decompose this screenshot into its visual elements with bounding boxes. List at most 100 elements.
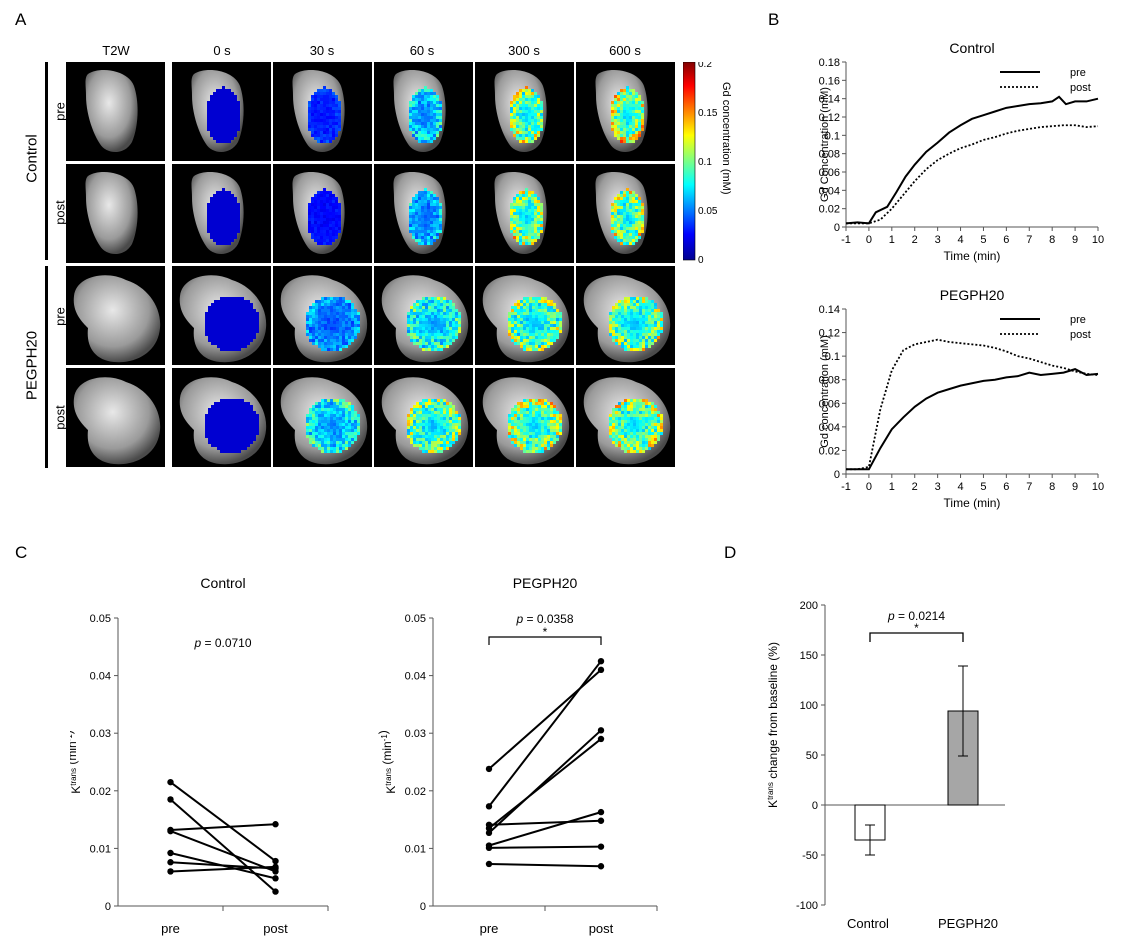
gd-pixel — [208, 330, 211, 333]
gd-pixel — [544, 414, 547, 417]
gd-pixel — [228, 227, 231, 230]
gd-pixel — [311, 236, 314, 239]
time-label: 60 s — [409, 43, 435, 58]
gd-pixel — [332, 92, 335, 95]
gd-pixel — [219, 116, 222, 119]
gd-pixel — [351, 306, 354, 309]
gd-pixel — [422, 321, 425, 324]
gd-pixel — [446, 414, 449, 417]
gd-pixel — [238, 342, 241, 345]
gd-pixel — [452, 435, 455, 438]
gd-pixel — [514, 414, 517, 417]
gd-pixel — [222, 221, 225, 224]
gd-pixel — [234, 215, 237, 218]
gd-pixel — [247, 411, 250, 414]
gd-pixel — [437, 327, 440, 330]
gd-pixel — [234, 197, 237, 200]
gd-pixel — [632, 239, 635, 242]
gd-pixel — [207, 116, 210, 119]
gd-pixel — [525, 95, 528, 98]
gd-pixel — [425, 423, 428, 426]
gd-pixel — [333, 438, 336, 441]
gd-pixel — [624, 312, 627, 315]
x-tick-label: 2 — [912, 234, 918, 246]
gd-pixel — [452, 411, 455, 414]
gd-pixel — [544, 441, 547, 444]
gd-pixel — [508, 435, 511, 438]
gd-pixel — [633, 321, 636, 324]
gd-pixel — [413, 342, 416, 345]
gd-pixel — [320, 89, 323, 92]
gd-pixel — [250, 336, 253, 339]
gd-pixel — [612, 321, 615, 324]
gd-pixel — [532, 438, 535, 441]
gd-pixel — [241, 411, 244, 414]
gd-pixel — [541, 330, 544, 333]
gd-pixel — [354, 429, 357, 432]
gd-pixel — [508, 330, 511, 333]
gd-pixel — [327, 333, 330, 336]
gd-pixel — [333, 402, 336, 405]
gd-pixel — [615, 432, 618, 435]
mri-image — [172, 368, 271, 467]
gd-pixel — [422, 402, 425, 405]
x-tick-label: 0 — [866, 481, 872, 493]
gd-pixel — [238, 318, 241, 321]
gd-pixel — [330, 348, 333, 351]
gd-pixel — [235, 303, 238, 306]
gd-pixel — [529, 321, 532, 324]
gd-pixel — [430, 206, 433, 209]
gd-pixel — [348, 306, 351, 309]
gd-pixel — [541, 408, 544, 411]
gd-pixel — [217, 405, 220, 408]
gd-pixel — [235, 336, 238, 339]
gd-pixel — [632, 200, 635, 203]
gd-pixel — [427, 194, 430, 197]
gd-pixel — [630, 423, 633, 426]
gd-pixel — [559, 429, 562, 432]
gd-pixel — [213, 113, 216, 116]
gd-pixel — [244, 318, 247, 321]
gd-pixel — [354, 309, 357, 312]
gd-pixel — [235, 417, 238, 420]
gd-pixel — [535, 303, 538, 306]
gd-pixel — [306, 333, 309, 336]
gd-pixel — [247, 339, 250, 342]
gd-pixel — [320, 191, 323, 194]
gd-pixel — [223, 432, 226, 435]
gd-pixel — [520, 405, 523, 408]
gd-pixel — [428, 435, 431, 438]
gd-pixel — [318, 420, 321, 423]
gd-pixel — [523, 450, 526, 453]
gd-pixel — [639, 318, 642, 321]
gd-pixel — [638, 104, 641, 107]
gd-pixel — [220, 312, 223, 315]
gd-pixel — [654, 405, 657, 408]
gd-pixel — [229, 408, 232, 411]
gd-pixel — [335, 128, 338, 131]
gd-pixel — [253, 309, 256, 312]
gd-pixel — [617, 134, 620, 137]
gd-pixel — [535, 330, 538, 333]
gd-pixel — [651, 414, 654, 417]
gd-pixel — [419, 432, 422, 435]
gd-pixel — [335, 197, 338, 200]
gd-pixel — [632, 227, 635, 230]
gd-pixel — [547, 423, 550, 426]
gd-pixel — [529, 324, 532, 327]
gd-pixel — [430, 140, 433, 143]
gd-pixel — [214, 405, 217, 408]
colorbar-tick: 0 — [698, 255, 704, 266]
gd-pixel — [419, 444, 422, 447]
gd-pixel — [525, 125, 528, 128]
gd-pixel — [547, 327, 550, 330]
gd-pixel — [516, 197, 519, 200]
gd-pixel — [416, 324, 419, 327]
pair-point-pre — [167, 778, 174, 786]
gd-pixel — [639, 336, 642, 339]
gd-pixel — [226, 312, 229, 315]
gd-pixel — [627, 426, 630, 429]
gd-pixel — [424, 197, 427, 200]
gd-pixel — [648, 426, 651, 429]
gd-pixel — [330, 447, 333, 450]
